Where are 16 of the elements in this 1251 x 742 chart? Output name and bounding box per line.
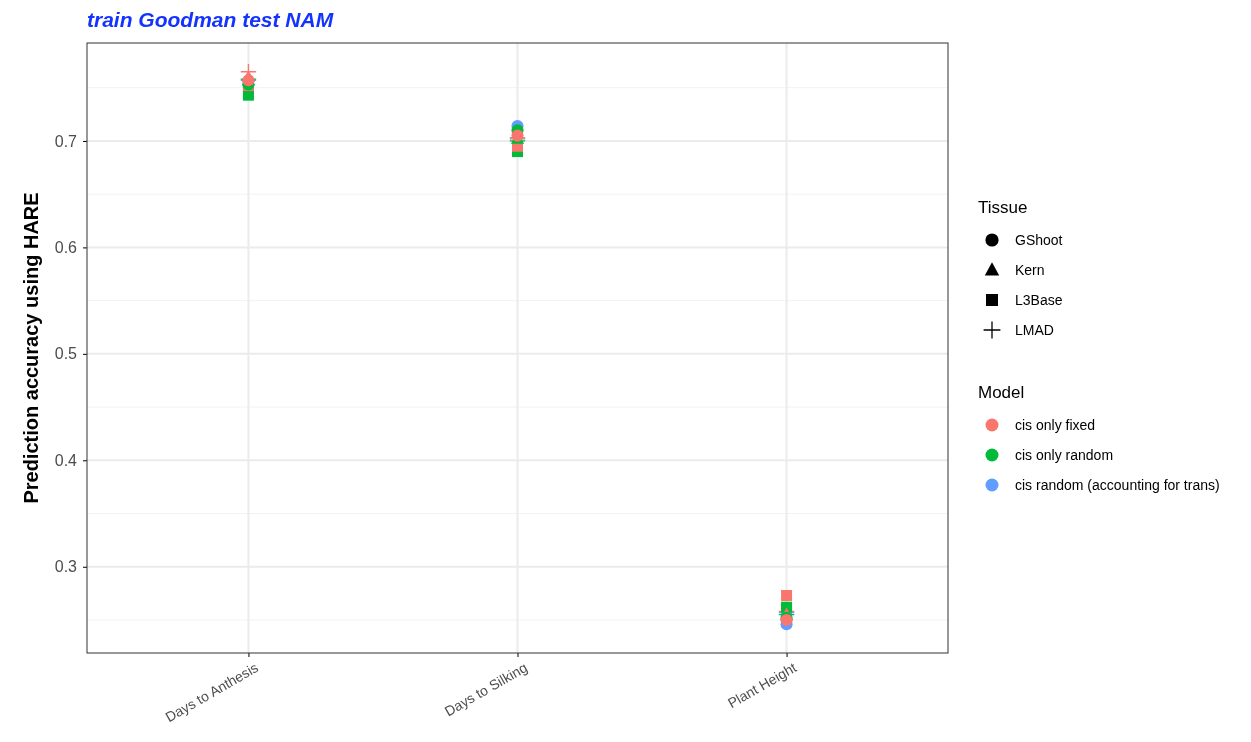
text: Tissue <box>978 198 1028 217</box>
text: LMAD <box>1015 322 1054 338</box>
text: cis only fixed <box>1015 417 1096 433</box>
text: cis only random <box>1015 447 1114 463</box>
y-tick-label: 0.4 <box>54 451 78 469</box>
text: L3Base <box>1015 292 1063 308</box>
y-tick-label: 0.3 <box>54 558 78 576</box>
text: Kern <box>1015 262 1045 278</box>
chart-title: train Goodman test NAM <box>87 8 334 31</box>
y-tick-label: 0.7 <box>54 132 78 150</box>
text: cis random (accounting for trans) <box>1015 477 1220 493</box>
y-tick-label: 0.6 <box>54 239 78 257</box>
text: Model <box>978 383 1025 402</box>
y-axis-title: Prediction accuracy using HARE <box>20 192 42 504</box>
text: GShoot <box>1015 232 1063 248</box>
y-tick-label: 0.5 <box>54 345 78 363</box>
